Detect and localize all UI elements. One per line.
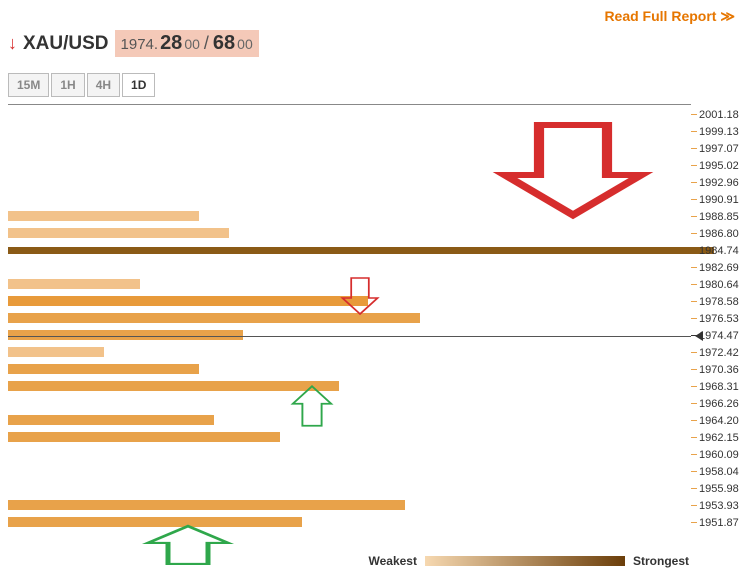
axis-label: 1982.69 bbox=[697, 262, 743, 274]
strength-bar bbox=[8, 347, 104, 357]
level-row: 1958.04 bbox=[8, 463, 743, 480]
axis-label: 1988.85 bbox=[697, 211, 743, 223]
level-row: 1955.98 bbox=[8, 480, 743, 497]
axis-label: 1966.26 bbox=[697, 398, 743, 410]
level-row: 1970.36 bbox=[8, 361, 743, 378]
arrow-down-icon bbox=[488, 120, 658, 225]
axis-label: 1958.04 bbox=[697, 466, 743, 478]
instrument-pair: XAU/USD bbox=[23, 33, 109, 55]
axis-label: 1986.80 bbox=[697, 228, 743, 240]
level-row: 1951.87 bbox=[8, 514, 743, 531]
legend-gradient bbox=[425, 556, 625, 566]
price-bid-small: 00 bbox=[184, 36, 200, 52]
axis-label: 1970.36 bbox=[697, 364, 743, 376]
axis-label: 1980.64 bbox=[697, 279, 743, 291]
tab-1d[interactable]: 1D bbox=[122, 73, 155, 97]
axis-label: 1968.31 bbox=[697, 381, 743, 393]
strength-bar bbox=[8, 279, 140, 289]
axis-label: 1960.09 bbox=[697, 449, 743, 461]
price-ask-small: 00 bbox=[237, 36, 253, 52]
strength-bar bbox=[8, 432, 280, 442]
axis-label: 1951.87 bbox=[697, 517, 743, 529]
price-prefix: 1974. bbox=[121, 36, 159, 53]
level-row: 1962.15 bbox=[8, 429, 743, 446]
level-row: 1960.09 bbox=[8, 446, 743, 463]
tab-15m[interactable]: 15M bbox=[8, 73, 49, 97]
axis-label: 1964.20 bbox=[697, 415, 743, 427]
axis-label: 1974.47 bbox=[697, 330, 743, 342]
level-row: 1968.31 bbox=[8, 378, 743, 395]
axis-label: 1990.91 bbox=[697, 194, 743, 206]
axis-label: 1984.74 bbox=[697, 245, 743, 257]
arrow-up-icon bbox=[288, 384, 336, 433]
strength-bar bbox=[8, 415, 214, 425]
trend-arrow-icon: ↓ bbox=[8, 33, 17, 54]
strength-bar bbox=[8, 247, 714, 254]
axis-label: 1992.96 bbox=[697, 177, 743, 189]
strength-bar bbox=[8, 296, 368, 306]
strength-bar bbox=[8, 500, 405, 510]
current-price-line bbox=[8, 336, 691, 337]
strength-bar bbox=[8, 364, 199, 374]
strength-legend: Weakest Strongest bbox=[369, 554, 690, 568]
arrow-up-icon bbox=[138, 524, 238, 571]
axis-label: 1997.07 bbox=[697, 143, 743, 155]
axis-label: 1976.53 bbox=[697, 313, 743, 325]
arrow-down-icon bbox=[338, 276, 382, 321]
level-row: 1964.20 bbox=[8, 412, 743, 429]
level-row: 1972.42 bbox=[8, 344, 743, 361]
axis-label: 1953.93 bbox=[697, 500, 743, 512]
axis-label: 2001.18 bbox=[697, 109, 743, 121]
axis-label: 1978.58 bbox=[697, 296, 743, 308]
axis-label: 1972.42 bbox=[697, 347, 743, 359]
price-quote: 1974. 28 00 / 68 00 bbox=[115, 30, 259, 57]
read-full-report-link[interactable]: Read Full Report ≫ bbox=[604, 8, 735, 25]
level-row: 1986.80 bbox=[8, 225, 743, 242]
tab-4h[interactable]: 4H bbox=[87, 73, 120, 97]
axis-label: 1995.02 bbox=[697, 160, 743, 172]
timeframe-tabs: 15M1H4H1D bbox=[0, 67, 753, 97]
axis-label: 1955.98 bbox=[697, 483, 743, 495]
strength-bar bbox=[8, 228, 229, 238]
level-row: 1966.26 bbox=[8, 395, 743, 412]
strength-bar bbox=[8, 211, 199, 221]
level-row: 1984.74 bbox=[8, 242, 743, 259]
level-row: 1982.69 bbox=[8, 259, 743, 276]
price-bid-big: 28 bbox=[160, 32, 182, 55]
axis-label: 1999.13 bbox=[697, 126, 743, 138]
level-row: 1953.93 bbox=[8, 497, 743, 514]
level-row: 1974.47 bbox=[8, 327, 743, 344]
chart: 2001.18 1999.13 1997.07 1995.02 1992.96 1990.… bbox=[8, 104, 743, 568]
price-sep: / bbox=[204, 33, 209, 54]
axis-label: 1962.15 bbox=[697, 432, 743, 444]
tab-1h[interactable]: 1H bbox=[51, 73, 84, 97]
price-ask-big: 68 bbox=[213, 32, 235, 55]
legend-strong-label: Strongest bbox=[633, 554, 689, 568]
legend-weak-label: Weakest bbox=[369, 554, 417, 568]
